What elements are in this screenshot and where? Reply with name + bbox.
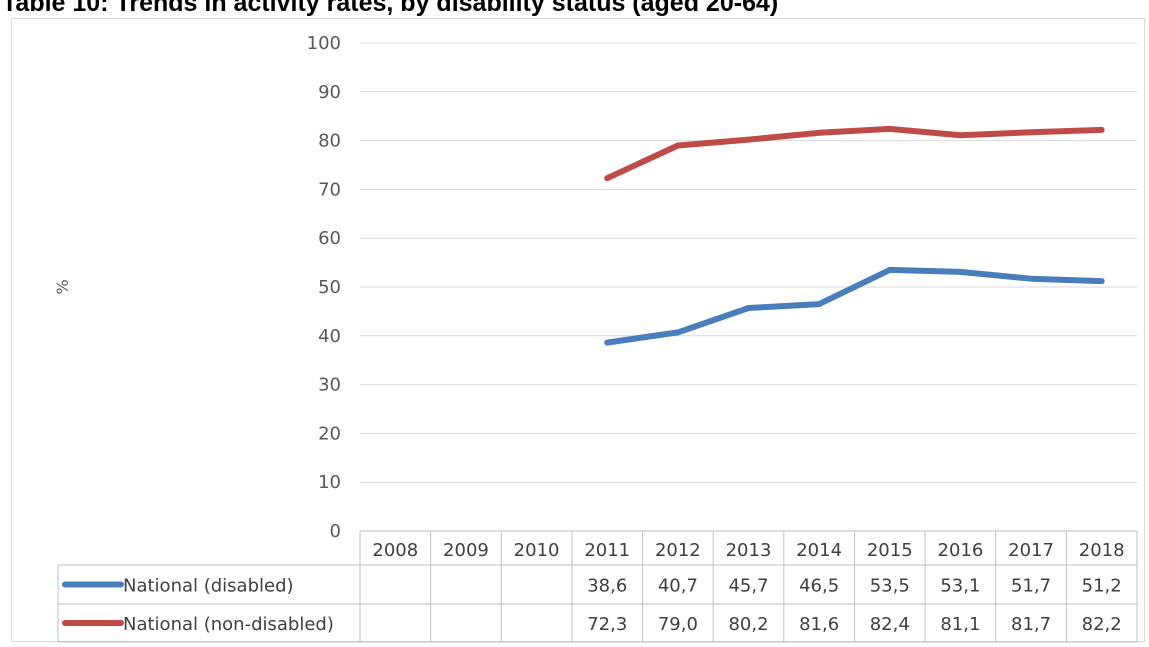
data-label: 80,2 (728, 614, 768, 635)
data-label: 82,4 (870, 614, 910, 635)
y-tick-label: 20 (318, 423, 341, 444)
y-tick-label: 50 (318, 277, 341, 298)
x-tick-label: 2015 (867, 540, 913, 561)
data-label: 53,5 (870, 576, 910, 597)
x-tick-label: 2018 (1079, 540, 1125, 561)
data-label: 40,7 (658, 576, 698, 597)
x-tick-label: 2017 (1008, 540, 1054, 561)
data-label: 51,7 (1011, 576, 1051, 597)
series-line (604, 266, 1105, 346)
y-tick-label: 90 (318, 82, 341, 103)
chart-title: Table 10: Trends in activity rates, by d… (2, 0, 779, 17)
y-axis-label: % (53, 279, 72, 294)
data-label: 72,3 (587, 614, 627, 635)
y-tick-label: 10 (318, 472, 341, 493)
data-label: 81,1 (940, 614, 980, 635)
data-label: 38,6 (587, 576, 627, 597)
series-line (604, 125, 1105, 182)
y-tick-label: 70 (318, 179, 341, 200)
data-label: 45,7 (728, 576, 768, 597)
x-tick-label: 2016 (938, 540, 984, 561)
y-tick-label: 60 (318, 228, 341, 249)
data-label: 81,7 (1011, 614, 1051, 635)
x-tick-label: 2012 (655, 540, 701, 561)
data-label: 53,1 (940, 576, 980, 597)
data-label: 81,6 (799, 614, 839, 635)
x-tick-label: 2013 (726, 540, 772, 561)
y-tick-label: 30 (318, 375, 341, 396)
y-tick-label: 0 (330, 521, 341, 542)
x-tick-label: 2011 (584, 540, 630, 561)
x-tick-label: 2008 (372, 540, 418, 561)
y-tick-label: 100 (307, 33, 341, 54)
data-label: 82,2 (1082, 614, 1122, 635)
data-label: 79,0 (658, 614, 698, 635)
legend-label: National (non-disabled) (123, 614, 334, 635)
x-tick-label: 2009 (443, 540, 489, 561)
y-tick-label: 80 (318, 131, 341, 152)
data-label: 51,2 (1082, 576, 1122, 597)
x-tick-label: 2010 (514, 540, 560, 561)
y-tick-label: 40 (318, 326, 341, 347)
x-tick-label: 2014 (796, 540, 842, 561)
data-label: 46,5 (799, 576, 839, 597)
legend-label: National (disabled) (123, 576, 294, 597)
